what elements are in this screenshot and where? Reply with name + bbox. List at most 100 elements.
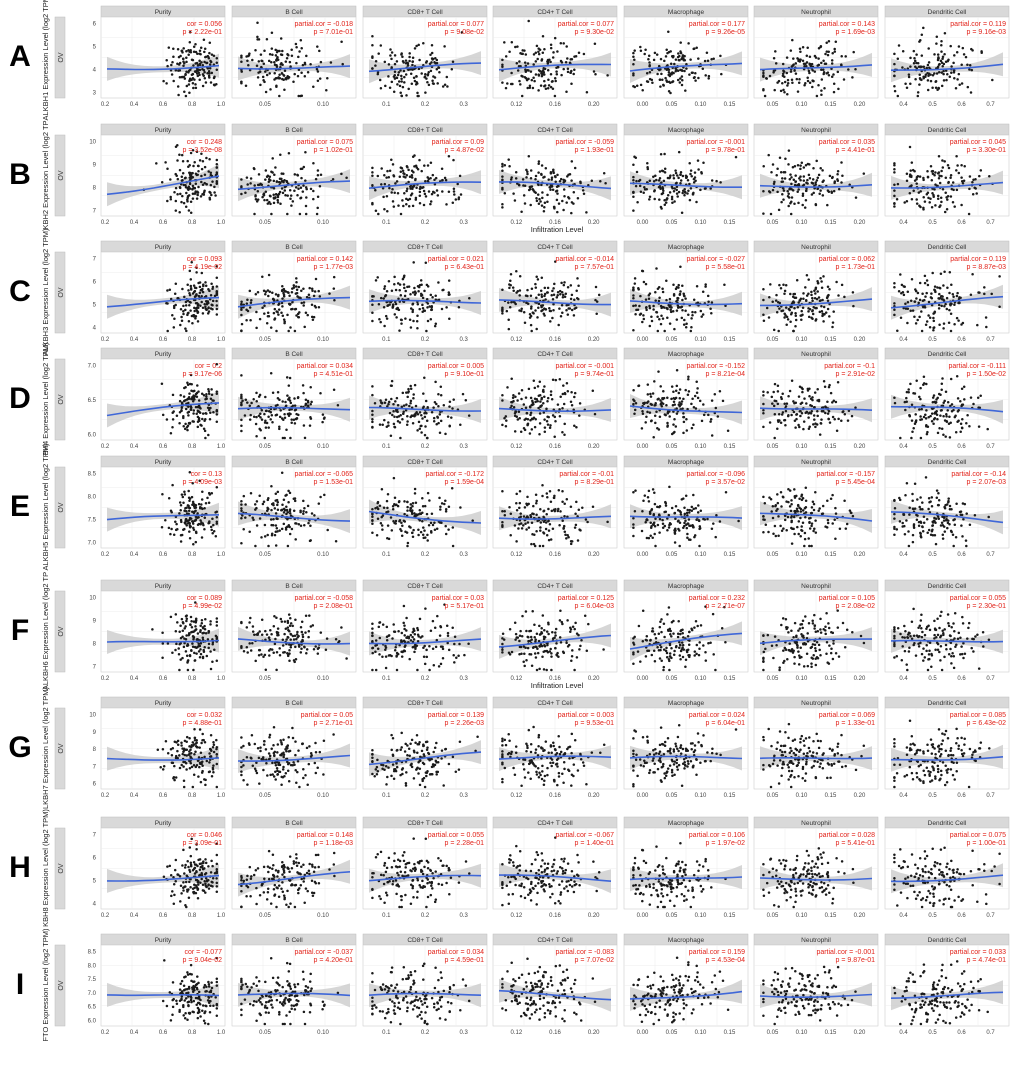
data-point	[762, 298, 765, 302]
data-point	[570, 390, 573, 394]
data-point	[938, 297, 941, 300]
data-point	[554, 419, 557, 423]
data-point	[519, 51, 522, 55]
x-tick-label: 0.2	[421, 220, 430, 226]
data-point	[187, 53, 190, 57]
data-point	[464, 398, 468, 402]
data-point	[393, 275, 396, 279]
data-point	[655, 178, 658, 182]
data-point	[599, 179, 602, 183]
data-point	[816, 281, 820, 285]
data-point	[169, 195, 172, 199]
data-point	[208, 158, 211, 161]
data-point	[285, 428, 288, 432]
data-point	[415, 44, 418, 48]
data-point	[285, 376, 289, 379]
data-point	[419, 292, 423, 296]
data-point	[560, 61, 564, 64]
p-value-text: p = 6.43e-01	[444, 264, 484, 271]
data-point	[387, 403, 390, 406]
data-point	[762, 425, 765, 429]
data-point	[700, 419, 704, 423]
data-point	[514, 410, 517, 413]
data-point	[791, 295, 795, 298]
data-point	[197, 418, 201, 422]
data-point	[800, 161, 804, 165]
data-point	[207, 57, 211, 60]
data-point	[409, 401, 412, 405]
data-point	[183, 521, 187, 525]
data-point	[893, 171, 896, 174]
data-point	[430, 410, 434, 414]
data-point	[561, 199, 564, 203]
data-point	[534, 73, 538, 76]
data-point	[552, 293, 556, 296]
data-point	[394, 288, 398, 292]
data-point	[915, 202, 919, 205]
data-point	[556, 294, 559, 297]
data-point	[531, 86, 535, 90]
data-point	[672, 390, 675, 394]
data-point	[291, 404, 295, 407]
data-point	[837, 87, 840, 91]
data-point	[185, 506, 188, 509]
x-tick-label: 0.1	[382, 220, 391, 226]
data-point	[696, 387, 699, 390]
data-point	[196, 415, 200, 419]
data-point	[773, 88, 776, 92]
data-point	[537, 160, 541, 163]
data-point	[927, 196, 930, 200]
data-point	[274, 48, 277, 52]
data-point	[530, 305, 533, 308]
data-point	[422, 203, 426, 207]
p-value-text: p = 1.69e-03	[835, 29, 875, 36]
data-point	[652, 179, 656, 183]
data-point	[959, 296, 962, 300]
data-point	[186, 159, 189, 163]
data-point	[253, 184, 256, 187]
data-point	[296, 193, 299, 197]
p-value-text: p = 4.87e-02	[444, 147, 484, 154]
data-point	[533, 425, 537, 429]
data-point	[274, 492, 278, 495]
data-point	[180, 315, 183, 319]
y-tick-label: 4	[93, 326, 97, 332]
data-point	[267, 59, 271, 63]
data-point	[322, 417, 326, 420]
data-point	[290, 204, 293, 207]
data-point	[201, 490, 204, 494]
data-point	[263, 80, 266, 84]
data-point	[594, 72, 597, 76]
data-point	[518, 60, 521, 63]
data-point	[171, 393, 175, 397]
data-point	[635, 170, 639, 174]
data-point	[538, 432, 541, 436]
x-tick-label: 1.0	[217, 220, 226, 226]
data-point	[639, 83, 643, 87]
data-point	[399, 170, 403, 173]
data-point	[922, 382, 926, 385]
data-point	[833, 418, 836, 421]
data-point	[438, 71, 441, 74]
data-point	[311, 289, 314, 292]
data-point	[252, 518, 255, 521]
data-point	[524, 396, 528, 399]
data-point	[371, 409, 374, 413]
data-point	[178, 210, 181, 214]
data-point	[796, 57, 799, 60]
data-point	[783, 292, 786, 295]
data-point	[196, 425, 200, 429]
data-point	[176, 296, 179, 300]
data-point	[540, 59, 543, 62]
data-point	[246, 401, 249, 404]
data-point	[830, 190, 833, 193]
data-point	[215, 313, 219, 316]
correlation-text: partial.cor = -0.059	[555, 139, 614, 146]
data-point	[309, 403, 312, 406]
data-point	[543, 201, 547, 204]
data-point	[904, 408, 907, 412]
data-point	[684, 89, 687, 92]
data-point	[378, 78, 382, 82]
data-point	[972, 402, 975, 406]
